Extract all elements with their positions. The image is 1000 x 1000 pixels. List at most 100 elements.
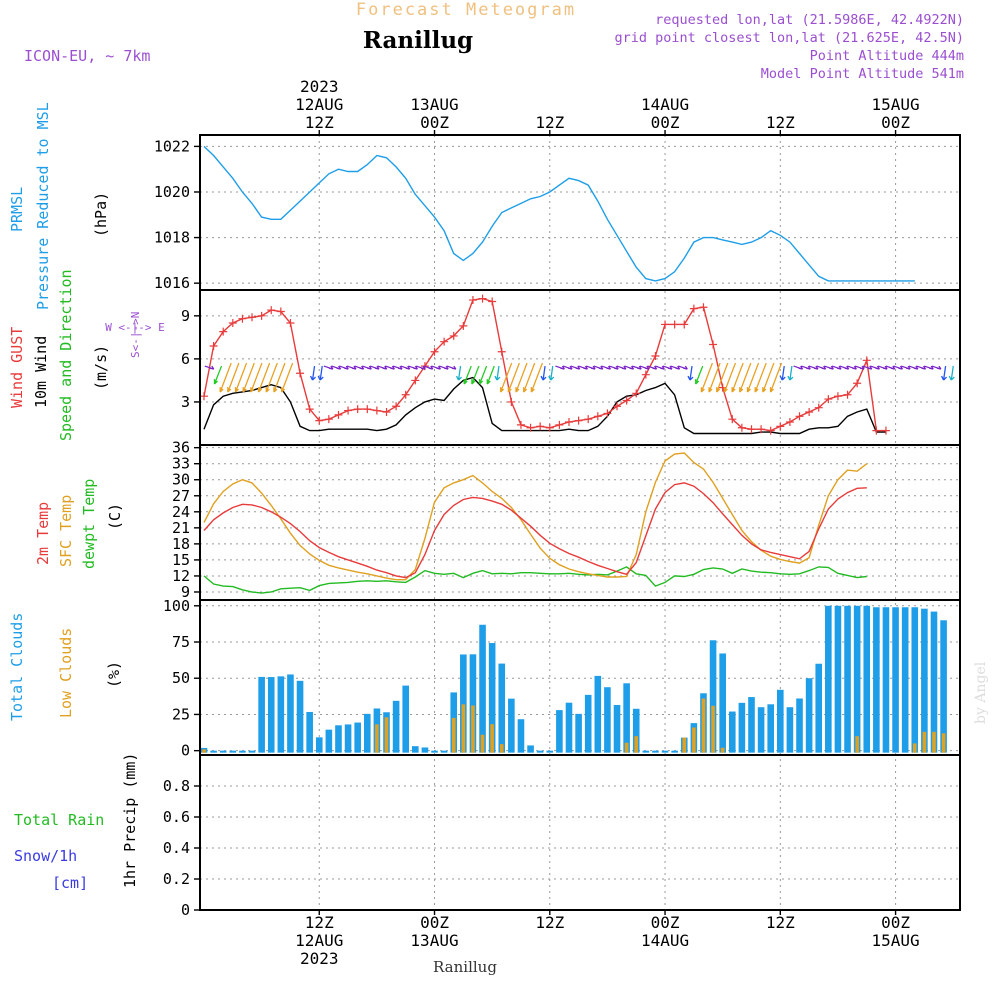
y-tick-label: 9: [181, 583, 190, 601]
wind-arrow: [948, 365, 955, 381]
low-cloud-bar: [461, 704, 466, 753]
total-cloud-bar: [728, 711, 736, 753]
gust-marker: [824, 395, 833, 404]
precip-axis-label: 1hr Precip (mm): [121, 753, 139, 888]
wind-arrow: [870, 365, 880, 370]
total-cloud-bar: [632, 708, 640, 753]
wind-arrow: [438, 365, 449, 370]
temp-line: [203, 482, 867, 579]
footer-location: Ranillug: [433, 958, 497, 976]
wind-arrow: [523, 362, 536, 393]
gust-marker: [363, 405, 372, 414]
total-cloud-bar: [671, 750, 678, 753]
gust-marker: [372, 406, 381, 415]
wind-arrow: [273, 362, 286, 393]
gust-marker: [219, 327, 228, 336]
y-tick-label: 100: [163, 597, 190, 615]
wind-arrow: [408, 365, 418, 370]
time-label-top: 13AUG: [410, 95, 458, 114]
y-tick-label: 25: [172, 705, 190, 723]
time-label-top: 12Z: [766, 113, 795, 132]
total-cloud-bar: [325, 729, 333, 753]
total-cloud-bar: [604, 687, 611, 753]
time-label-bottom: 2023: [300, 949, 339, 968]
gust-marker: [564, 418, 573, 427]
wind-arrow: [385, 365, 395, 370]
wind-arrow: [647, 365, 658, 370]
total-cloud-bar: [488, 643, 496, 753]
gust-marker: [680, 320, 689, 329]
total-cloud-bar: [584, 694, 592, 753]
wind-arrow: [317, 365, 324, 381]
total-cloud-bar: [527, 745, 534, 753]
gust-marker: [411, 376, 420, 385]
y-tick-label: 12: [172, 567, 190, 585]
gust-marker: [872, 426, 881, 435]
time-label-top: 14AUG: [641, 95, 689, 114]
gust-marker: [737, 423, 746, 432]
low-cloud-bar: [202, 749, 206, 753]
low-cloud-bar: [490, 724, 494, 753]
model-altitude: Model Point Altitude 541m: [761, 66, 964, 82]
total-clouds-label: Total Clouds: [8, 613, 26, 721]
wind-arrow: [831, 365, 842, 370]
wind-arrow: [578, 365, 588, 370]
total-cloud-bar: [786, 707, 794, 753]
total-cloud-bar: [210, 750, 217, 753]
total-cloud-bar: [460, 654, 467, 753]
time-label-top: 12Z: [305, 113, 334, 132]
y-tick-label: 50: [172, 669, 190, 687]
total-cloud-bar: [796, 698, 803, 753]
total-cloud-bar: [229, 750, 237, 753]
gust-marker: [209, 341, 218, 350]
wind-arrow: [639, 365, 650, 370]
gust-marker: [689, 304, 698, 313]
gust-marker: [853, 379, 862, 388]
total-cloud-bar: [901, 607, 909, 753]
wind-arrow: [369, 365, 380, 370]
total-cloud-bar: [873, 607, 880, 753]
gust-marker: [862, 356, 871, 365]
total-cloud-bar: [402, 685, 410, 753]
y-tick-label: 9: [181, 307, 190, 325]
y-tick-label: 21: [172, 519, 190, 537]
low-cloud-bar: [855, 736, 859, 753]
gust-marker: [344, 406, 353, 415]
total-cloud-bar: [911, 607, 919, 753]
total-cloud-bar: [392, 700, 400, 753]
low-cloud-bar: [912, 743, 917, 753]
wind-arrow: [662, 365, 673, 370]
time-label-bottom: 12AUG: [295, 931, 343, 950]
snow-unit-label: [cm]: [52, 874, 88, 892]
time-label-bottom: 12Z: [766, 913, 795, 932]
wind-arrow: [548, 365, 555, 381]
gust-marker: [392, 402, 401, 411]
gust-marker: [516, 420, 525, 429]
time-label-bottom: 00Z: [651, 913, 680, 932]
wind-label: 10m Wind: [32, 336, 50, 408]
total-cloud-bar: [267, 677, 275, 753]
gust-marker: [248, 313, 257, 322]
wind-panel: [200, 294, 955, 435]
total-cloud-bar: [805, 678, 813, 753]
wind-arrow: [670, 365, 681, 370]
low-cloud-bar: [682, 737, 687, 753]
wind-arrow: [530, 362, 543, 393]
gust-marker: [536, 422, 545, 431]
total-cloud-bar: [613, 705, 621, 753]
gust-marker: [651, 352, 660, 361]
gust-marker: [507, 397, 516, 406]
wind-arrow: [839, 365, 850, 370]
wind-arrow: [499, 362, 513, 393]
gust-marker: [632, 389, 641, 398]
total-cloud-bar: [315, 737, 323, 753]
gust-marker: [257, 311, 266, 320]
gust-marker: [305, 405, 314, 414]
low-cloud-bar: [941, 733, 946, 753]
low-cloud-bar: [480, 734, 485, 753]
low-cloud-bar: [624, 742, 629, 753]
total-cloud-bar: [719, 653, 726, 753]
wind-arrow: [655, 365, 665, 370]
y-tick-label: 0.2: [163, 870, 190, 888]
